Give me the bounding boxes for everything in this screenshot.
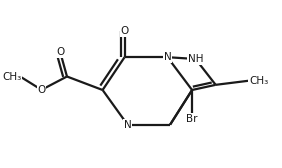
Text: O: O	[38, 85, 46, 95]
Text: N: N	[124, 120, 131, 130]
Text: NH: NH	[188, 54, 203, 64]
Text: CH₃: CH₃	[2, 72, 21, 82]
Text: O: O	[56, 47, 64, 57]
Text: CH₃: CH₃	[249, 76, 268, 86]
Text: N: N	[164, 52, 171, 62]
Text: O: O	[120, 26, 129, 36]
Text: Br: Br	[186, 114, 198, 124]
